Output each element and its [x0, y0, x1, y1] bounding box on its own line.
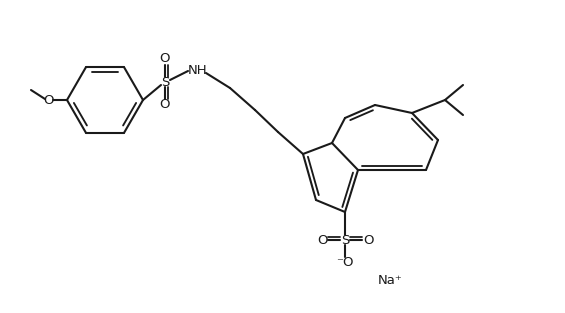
Text: NH: NH	[188, 64, 208, 76]
Text: O: O	[44, 94, 54, 106]
Text: S: S	[341, 233, 349, 247]
Text: O: O	[160, 99, 170, 111]
Text: O: O	[160, 53, 170, 65]
Text: S: S	[161, 75, 169, 89]
Text: Na⁺: Na⁺	[377, 274, 402, 286]
Text: O: O	[363, 233, 373, 247]
Text: ⁻O: ⁻O	[336, 255, 354, 269]
Text: O: O	[317, 233, 327, 247]
